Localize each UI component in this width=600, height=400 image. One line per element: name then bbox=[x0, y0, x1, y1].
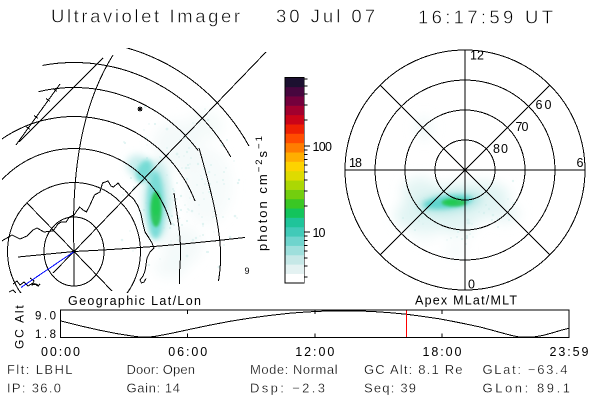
svg-text:Dsp: −2.3: Dsp: −2.3 bbox=[250, 381, 325, 396]
svg-text:9.0: 9.0 bbox=[35, 311, 56, 323]
svg-text:1.8: 1.8 bbox=[35, 329, 56, 341]
svg-text:18: 18 bbox=[349, 156, 362, 170]
svg-text:70: 70 bbox=[516, 120, 529, 134]
svg-text:Apex MLat/MLT: Apex MLat/MLT bbox=[415, 294, 517, 308]
svg-text:16:17:59 UT: 16:17:59 UT bbox=[418, 7, 553, 28]
svg-text:30 Jul 07: 30 Jul 07 bbox=[276, 6, 375, 27]
svg-text:100: 100 bbox=[313, 140, 333, 154]
svg-text:12: 12 bbox=[470, 49, 484, 63]
svg-text:60: 60 bbox=[536, 98, 552, 112]
svg-text:Ultraviolet Imager: Ultraviolet Imager bbox=[51, 6, 240, 27]
svg-text:photon cm−2s−1: photon cm−2s−1 bbox=[254, 134, 270, 251]
svg-text:IP: 36.0: IP: 36.0 bbox=[7, 381, 61, 396]
svg-text:0: 0 bbox=[468, 278, 475, 292]
svg-text:12:00: 12:00 bbox=[295, 345, 334, 359]
svg-text:GLat: −63.4: GLat: −63.4 bbox=[483, 362, 568, 377]
svg-text:Door: Open: Door: Open bbox=[127, 362, 196, 377]
svg-text:9: 9 bbox=[245, 266, 250, 276]
svg-text:Mode: Normal: Mode: Normal bbox=[250, 362, 338, 377]
svg-text:18:00: 18:00 bbox=[423, 345, 462, 359]
svg-text:GC Alt: 8.1 Re: GC Alt: 8.1 Re bbox=[364, 362, 463, 377]
svg-text:Flt: LBHL: Flt: LBHL bbox=[7, 362, 73, 377]
svg-text:06:00: 06:00 bbox=[168, 345, 207, 359]
svg-text:6: 6 bbox=[577, 156, 584, 170]
svg-text:00:00: 00:00 bbox=[41, 345, 80, 359]
svg-text:Gain: 14: Gain: 14 bbox=[127, 381, 181, 396]
svg-text:Geographic Lat/Lon: Geographic Lat/Lon bbox=[68, 294, 201, 308]
svg-text:10: 10 bbox=[313, 226, 326, 240]
svg-text:Seq: 39: Seq: 39 bbox=[364, 381, 416, 396]
svg-text:GC Alt: GC Alt bbox=[13, 304, 27, 349]
svg-text:GLon: 89.1: GLon: 89.1 bbox=[483, 381, 571, 396]
svg-text:23:59: 23:59 bbox=[550, 345, 589, 359]
svg-text:80: 80 bbox=[493, 142, 508, 156]
